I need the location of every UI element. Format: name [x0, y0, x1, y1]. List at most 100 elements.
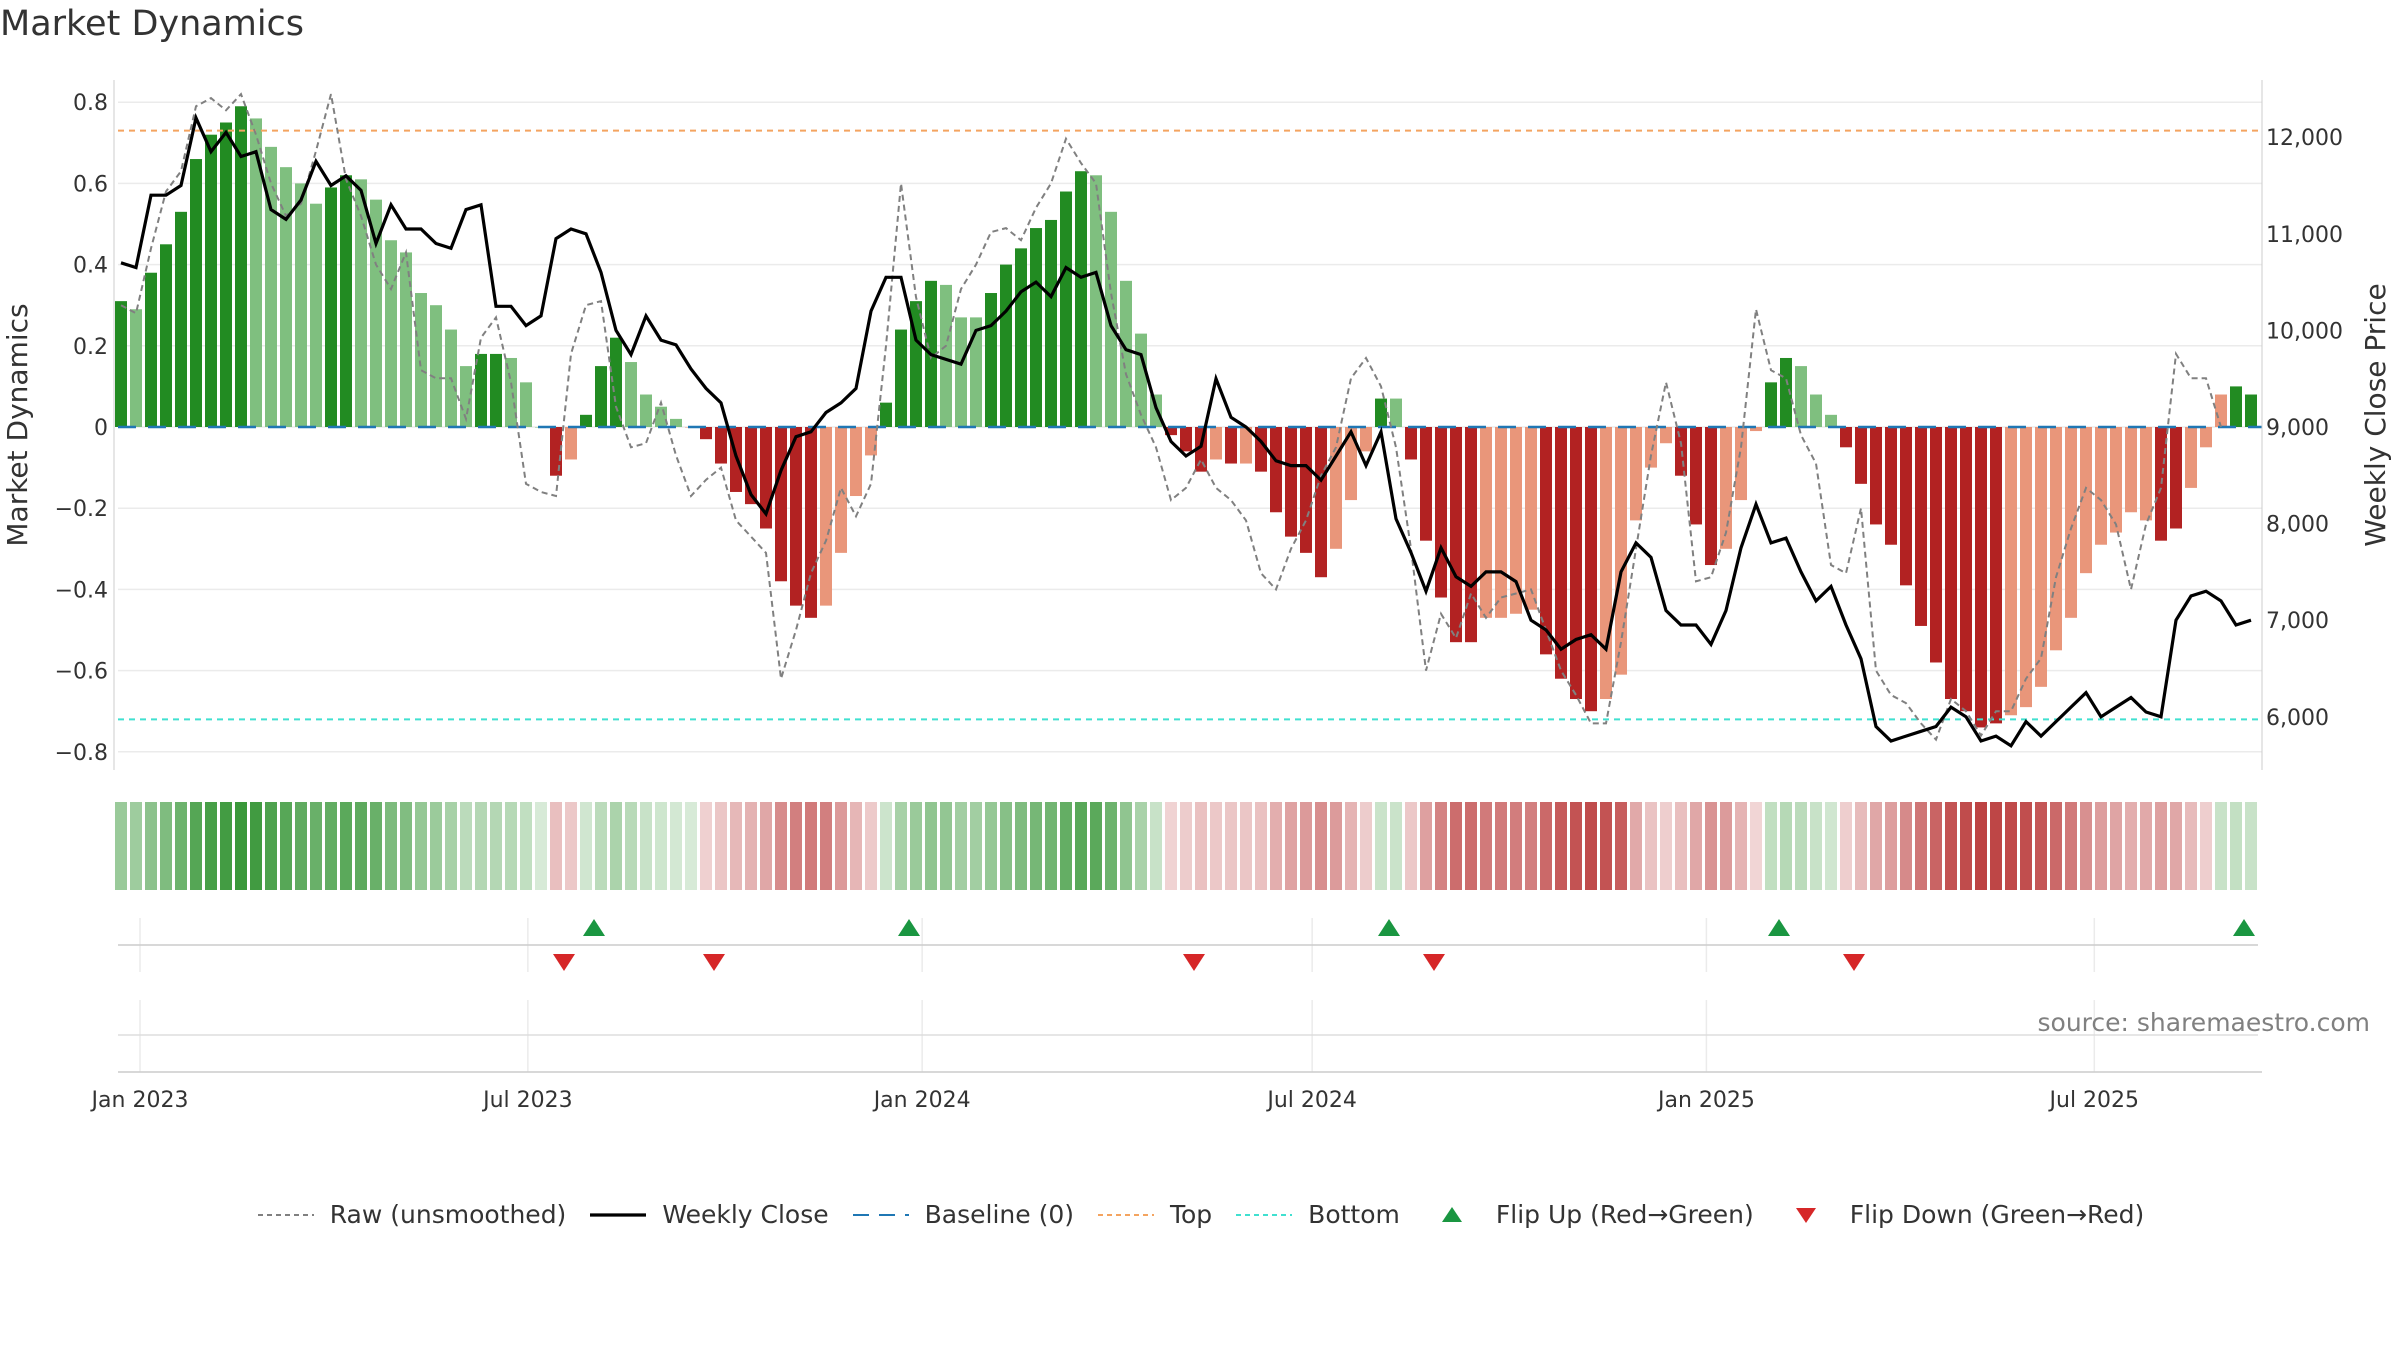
strip-cell — [1030, 802, 1042, 890]
bar-series — [115, 106, 2257, 728]
bar — [400, 252, 412, 427]
bar — [865, 427, 877, 456]
legend-label: Baseline (0) — [924, 1200, 1074, 1229]
strip-cell — [220, 802, 232, 890]
bar — [1105, 211, 1117, 427]
bar — [430, 305, 442, 427]
bar — [2200, 427, 2212, 448]
strip-cell — [850, 802, 862, 890]
bar — [1735, 427, 1747, 501]
bar — [115, 301, 127, 427]
bar — [580, 414, 592, 427]
bar — [1960, 427, 1972, 712]
strip-cell — [1885, 802, 1897, 890]
strip-cell — [265, 802, 277, 890]
bar — [1495, 427, 1507, 618]
bar — [1705, 427, 1717, 566]
strip-cell — [175, 802, 187, 890]
bar — [625, 362, 637, 427]
strip-cell — [1960, 802, 1972, 890]
strip-cell — [1270, 802, 1282, 890]
bar — [1390, 398, 1402, 427]
strip-cell — [1120, 802, 1132, 890]
strip-cell — [250, 802, 262, 890]
bar — [1615, 427, 1627, 675]
bar — [775, 427, 787, 582]
strip-cell — [1555, 802, 1567, 890]
strip-cell — [400, 802, 412, 890]
bar — [310, 203, 322, 427]
strip-cell — [1105, 802, 1117, 890]
strip-cell — [745, 802, 757, 890]
strip-cell — [1630, 802, 1642, 890]
y-tick-label: −0.4 — [55, 578, 108, 603]
bar — [1135, 333, 1147, 427]
y-tick-label: 0.4 — [73, 254, 108, 279]
bar — [2035, 427, 2047, 687]
strip-cell — [1900, 802, 1912, 890]
bar — [940, 284, 952, 427]
bar — [1600, 427, 1612, 700]
strip-cell — [775, 802, 787, 890]
bar — [1540, 427, 1552, 655]
strip-cell — [1615, 802, 1627, 890]
bar — [2065, 427, 2077, 618]
bar — [1180, 427, 1192, 452]
strip-cell — [1420, 802, 1432, 890]
strip-cell — [1645, 802, 1657, 890]
bar — [1000, 264, 1012, 427]
bar — [1585, 427, 1597, 712]
strip-cell — [1870, 802, 1882, 890]
bar — [250, 118, 262, 427]
strip-cell — [1705, 802, 1717, 890]
raw-line — [120, 92, 2222, 742]
strip-cell — [1660, 802, 1672, 890]
bar — [955, 317, 967, 427]
bar — [1975, 427, 1987, 728]
strip-cell — [1810, 802, 1822, 890]
strip-cell — [1345, 802, 1357, 890]
bar — [325, 187, 337, 427]
y-tick-label: 0.6 — [73, 172, 108, 197]
strip-cell — [2005, 802, 2017, 890]
bar — [1690, 427, 1702, 525]
strip-cell — [310, 802, 322, 890]
strip-cell — [1375, 802, 1387, 890]
strip-cell — [1150, 802, 1162, 890]
bar — [2170, 427, 2182, 529]
strip-cell — [1390, 802, 1402, 890]
strip-cell — [565, 802, 577, 890]
y2-tick-label: 6,000 — [2266, 706, 2329, 731]
strip-cell — [1780, 802, 1792, 890]
bar — [505, 357, 517, 427]
legend-item-flip_up: Flip Up (Red→Green) — [1422, 1200, 1754, 1229]
bar — [970, 317, 982, 427]
strip-cell — [895, 802, 907, 890]
strip-cell — [2245, 802, 2257, 890]
strip-cell — [820, 802, 832, 890]
strip-cell — [835, 802, 847, 890]
y2-tick-label: 10,000 — [2266, 319, 2343, 344]
bar — [550, 427, 562, 476]
strip-cell — [2080, 802, 2092, 890]
bar — [1630, 427, 1642, 521]
bar — [820, 427, 832, 606]
bar — [1660, 427, 1672, 444]
bar — [1885, 427, 1897, 545]
bar — [670, 418, 682, 427]
bar — [1120, 280, 1132, 427]
bar — [2230, 386, 2242, 427]
strip-cell — [1015, 802, 1027, 890]
flip-up-marker — [1378, 919, 1400, 936]
legend-label: Bottom — [1308, 1200, 1400, 1229]
bar — [220, 122, 232, 427]
bar — [1360, 427, 1372, 452]
bar — [2020, 427, 2032, 708]
strip-cell — [610, 802, 622, 890]
strip-cell — [280, 802, 292, 890]
strip-cell — [2200, 802, 2212, 890]
flip-down-marker — [703, 954, 725, 971]
bar — [205, 134, 217, 427]
bar — [805, 427, 817, 618]
